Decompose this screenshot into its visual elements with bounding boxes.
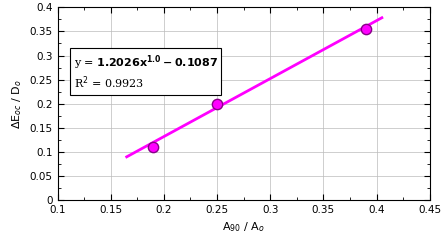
Point	[214, 102, 221, 106]
Y-axis label: $\Delta$E$_{oc}$ / D$_{o}$: $\Delta$E$_{oc}$ / D$_{o}$	[10, 79, 24, 129]
X-axis label: A$_{90}$ / A$_{o}$: A$_{90}$ / A$_{o}$	[222, 221, 265, 234]
Point	[150, 145, 157, 149]
Point	[362, 27, 369, 31]
Text: y = $\mathbf{1.2026x^{1.0} - 0.1087}$
R$^2$ = 0.9923: y = $\mathbf{1.2026x^{1.0} - 0.1087}$ R$…	[74, 53, 218, 91]
